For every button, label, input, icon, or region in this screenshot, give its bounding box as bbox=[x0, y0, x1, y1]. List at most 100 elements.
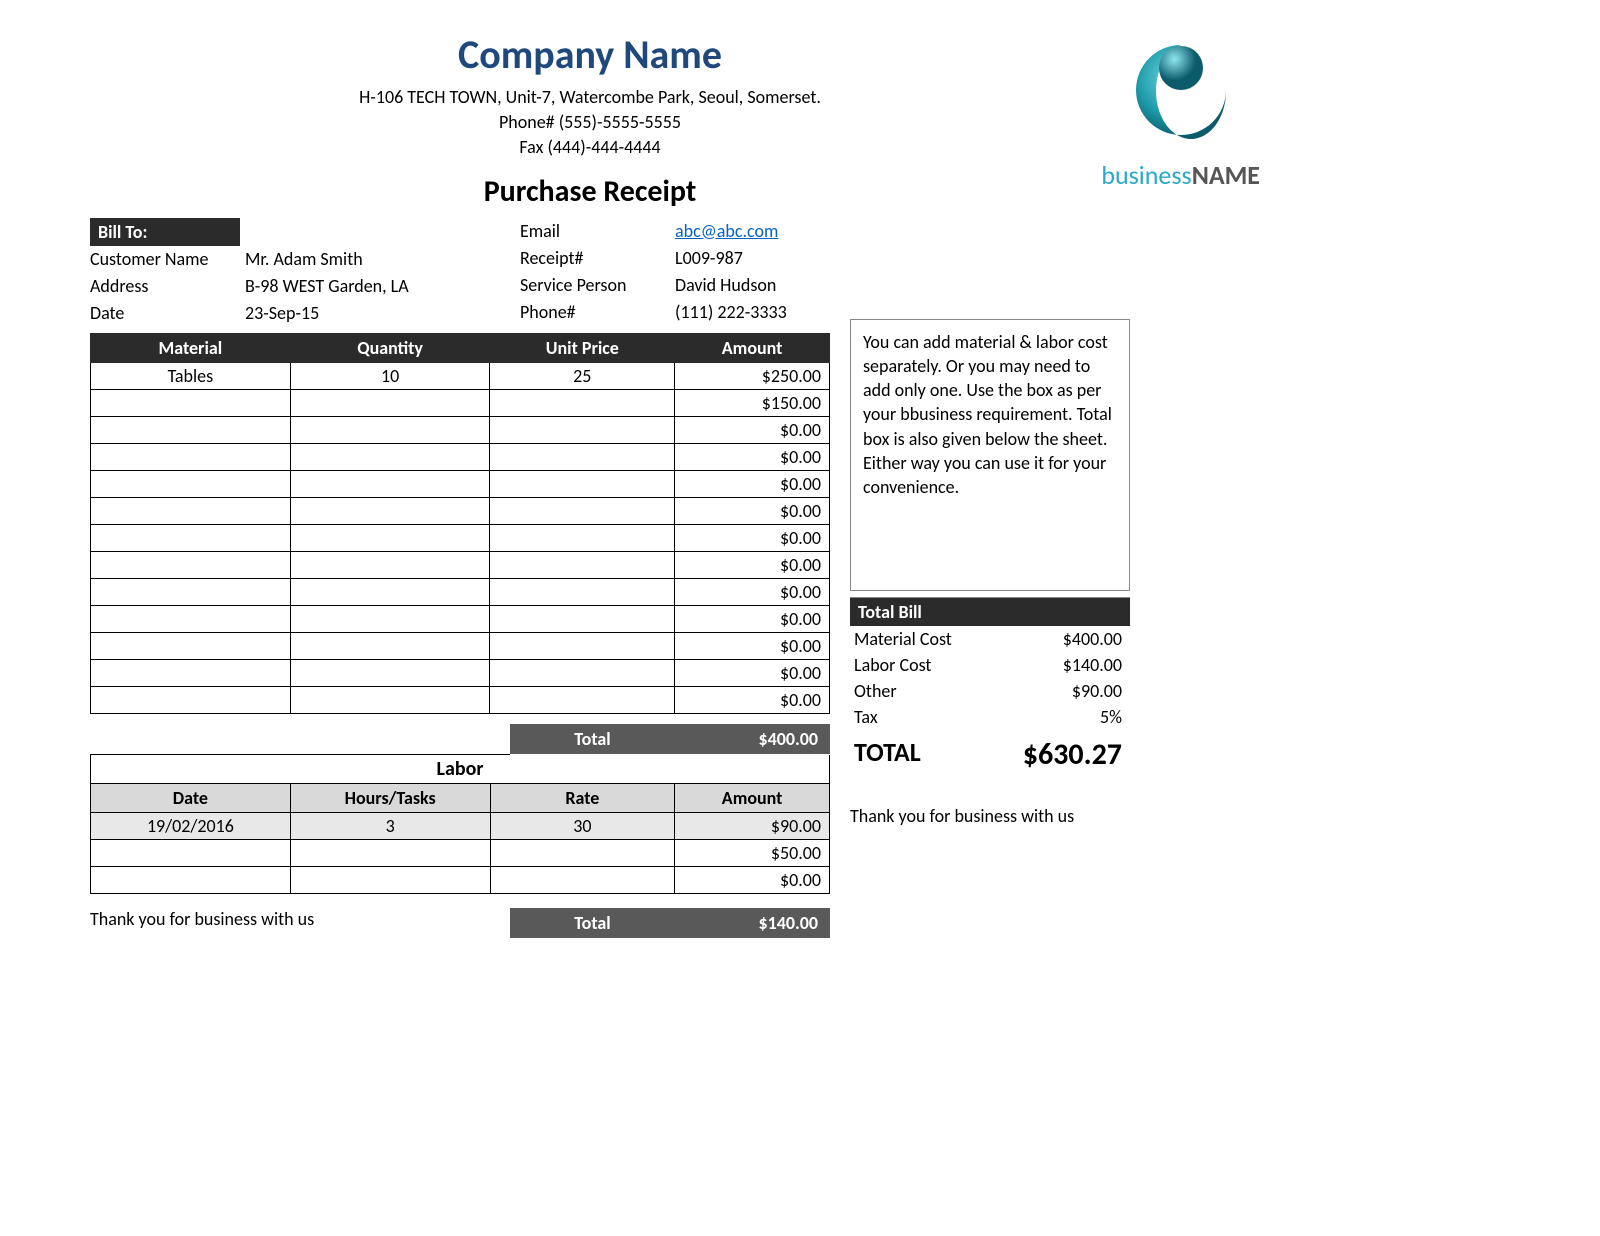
cell-material bbox=[91, 551, 291, 578]
table-row: Tables1025$250.00 bbox=[91, 362, 830, 389]
header: Company Name H-106 TECH TOWN, Unit-7, Wa… bbox=[240, 30, 940, 210]
cell-amount: $90.00 bbox=[675, 812, 830, 839]
col-unit-price: Unit Price bbox=[490, 333, 675, 362]
company-address: H-106 TECH TOWN, Unit-7, Watercombe Park… bbox=[240, 85, 940, 110]
cell-amount: $0.00 bbox=[675, 578, 830, 605]
table-row: $0.00 bbox=[91, 497, 830, 524]
table-row: $0.00 bbox=[91, 416, 830, 443]
cell-material bbox=[91, 659, 291, 686]
value-address: B-98 WEST Garden, LA bbox=[245, 273, 409, 300]
cell-price: 25 bbox=[490, 362, 675, 389]
cell-qty bbox=[290, 605, 490, 632]
cell-price bbox=[490, 416, 675, 443]
thanks-sidebar: Thank you for business with us bbox=[850, 805, 1130, 827]
receipt-page: businessNAME Company Name H-106 TECH TOW… bbox=[90, 30, 1510, 939]
logo-text-1: business bbox=[1101, 159, 1191, 191]
cell-material bbox=[91, 470, 291, 497]
cell-material bbox=[91, 686, 291, 713]
cell-qty bbox=[290, 497, 490, 524]
materials-total-label: Total bbox=[510, 724, 675, 755]
label-tax: Tax bbox=[854, 706, 1022, 728]
cell-amount: $0.00 bbox=[675, 659, 830, 686]
table-row: 19/02/2016330$90.00 bbox=[91, 812, 830, 839]
label-customer-name: Customer Name bbox=[90, 246, 245, 273]
cell-rate bbox=[490, 866, 675, 893]
cell-amount: $0.00 bbox=[675, 524, 830, 551]
cell-amount: $0.00 bbox=[675, 632, 830, 659]
cell-material bbox=[91, 524, 291, 551]
cell-hours: 3 bbox=[290, 812, 490, 839]
table-row: $0.00 bbox=[91, 443, 830, 470]
cell-qty bbox=[290, 524, 490, 551]
lcol-date: Date bbox=[91, 783, 291, 812]
cell-hours bbox=[290, 839, 490, 866]
value-material-cost: $400.00 bbox=[1022, 628, 1122, 650]
labor-table: Labor Date Hours/Tasks Rate Amount 19/02… bbox=[90, 754, 830, 894]
logo-text: businessNAME bbox=[1101, 159, 1260, 191]
value-receipt: L009-987 bbox=[675, 245, 743, 272]
table-row: $0.00 bbox=[91, 659, 830, 686]
col-quantity: Quantity bbox=[290, 333, 490, 362]
cell-rate bbox=[490, 839, 675, 866]
cell-price bbox=[490, 551, 675, 578]
label-service-person: Service Person bbox=[520, 272, 675, 299]
table-row: $0.00 bbox=[91, 578, 830, 605]
cell-price bbox=[490, 686, 675, 713]
logo: businessNAME bbox=[1101, 30, 1260, 191]
value-tax: 5% bbox=[1022, 706, 1122, 728]
cell-material bbox=[91, 443, 291, 470]
logo-text-2: NAME bbox=[1192, 159, 1260, 191]
cell-price bbox=[490, 524, 675, 551]
document-title: Purchase Receipt bbox=[240, 173, 940, 210]
label-labor-cost: Labor Cost bbox=[854, 654, 1022, 676]
table-row: $0.00 bbox=[91, 551, 830, 578]
label-phone: Phone# bbox=[520, 299, 675, 326]
value-phone: (111) 222-3333 bbox=[675, 299, 787, 326]
cell-material bbox=[91, 416, 291, 443]
cell-amount: $0.00 bbox=[675, 416, 830, 443]
value-date: 23-Sep-15 bbox=[245, 300, 319, 327]
table-row: $0.00 bbox=[91, 605, 830, 632]
cell-qty: 10 bbox=[290, 362, 490, 389]
help-box: You can add material & labor cost separa… bbox=[850, 319, 1130, 591]
totals-header: Total Bill bbox=[850, 598, 1130, 626]
cell-price bbox=[490, 389, 675, 416]
label-material-cost: Material Cost bbox=[854, 628, 1022, 650]
cell-qty bbox=[290, 551, 490, 578]
value-labor-cost: $140.00 bbox=[1022, 654, 1122, 676]
cell-qty bbox=[290, 578, 490, 605]
table-row: $150.00 bbox=[91, 389, 830, 416]
table-row: $0.00 bbox=[91, 470, 830, 497]
cell-price bbox=[490, 632, 675, 659]
table-row: $0.00 bbox=[91, 866, 830, 893]
cell-price bbox=[490, 659, 675, 686]
cell-qty bbox=[290, 443, 490, 470]
company-name: Company Name bbox=[240, 30, 940, 79]
cell-price bbox=[490, 578, 675, 605]
cell-hours bbox=[290, 866, 490, 893]
company-fax: Fax (444)-444-4444 bbox=[240, 135, 940, 160]
label-date: Date bbox=[90, 300, 245, 327]
table-row: $0.00 bbox=[91, 632, 830, 659]
cell-amount: $0.00 bbox=[675, 470, 830, 497]
cell-amount: $0.00 bbox=[675, 497, 830, 524]
value-service-person: David Hudson bbox=[675, 272, 776, 299]
cell-amount: $0.00 bbox=[675, 443, 830, 470]
cell-date: 19/02/2016 bbox=[91, 812, 291, 839]
cell-amount: $250.00 bbox=[675, 362, 830, 389]
logo-icon bbox=[1121, 30, 1241, 150]
col-material: Material bbox=[91, 333, 291, 362]
materials-total-value: $400.00 bbox=[675, 724, 830, 755]
labor-total-value: $140.00 bbox=[675, 908, 830, 939]
link-email[interactable]: abc@abc.com bbox=[675, 220, 778, 242]
meta-section: Bill To: Customer NameMr. Adam Smith Add… bbox=[90, 218, 1510, 327]
cell-material bbox=[91, 632, 291, 659]
value-other: $90.00 bbox=[1022, 680, 1122, 702]
labor-total-label: Total bbox=[510, 908, 675, 939]
label-email: Email bbox=[520, 218, 675, 245]
cell-material bbox=[91, 578, 291, 605]
label-address: Address bbox=[90, 273, 245, 300]
cell-qty bbox=[290, 389, 490, 416]
cell-date bbox=[91, 839, 291, 866]
label-grand-total: TOTAL bbox=[854, 736, 972, 773]
